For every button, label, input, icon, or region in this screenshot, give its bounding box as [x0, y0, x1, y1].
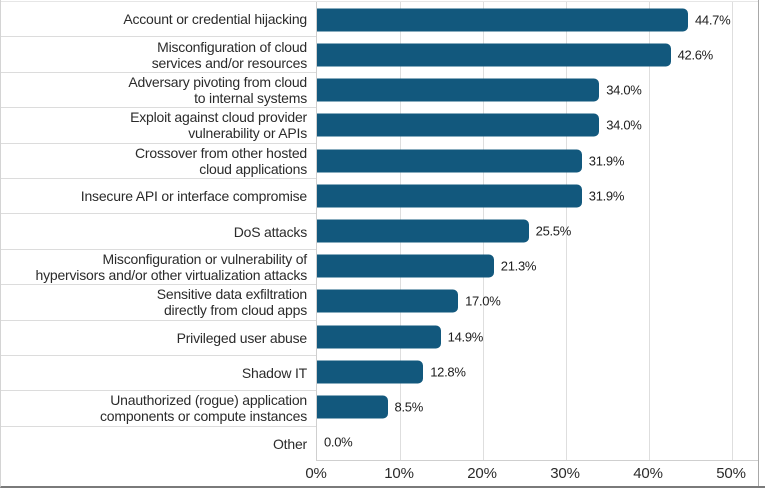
value-label: 34.0%	[606, 117, 642, 133]
plot-area: 44.7% 42.6% 34.0% 34.0% 31.9% 31.9% 25.5% 21.3%…	[316, 2, 758, 461]
value-label: 25.5%	[535, 223, 572, 239]
bar	[317, 360, 424, 384]
bar-row: 12.8%	[317, 354, 758, 389]
gridline	[566, 2, 567, 460]
category-label: Exploit against cloud provider vulnerabi…	[1, 108, 316, 144]
bar-row: 21.3%	[317, 249, 758, 284]
category-label: Crossover from other hosted cloud applic…	[1, 144, 316, 179]
category-label: Other	[272, 435, 307, 452]
chart-body: Account or credential hijacking Misconfig…	[1, 1, 758, 461]
bar-row: 8.5%	[317, 390, 758, 425]
value-label: 14.9%	[447, 329, 484, 345]
bar-row: 42.6%	[317, 37, 758, 72]
category-label: Privileged user abuse	[1, 321, 316, 356]
x-tick-label: 40%	[633, 465, 663, 482]
bar-row: 14.9%	[317, 319, 758, 354]
gridline	[732, 2, 733, 460]
bar-row: 44.7%	[317, 2, 758, 37]
gridline	[649, 2, 650, 460]
bar	[317, 43, 671, 67]
category-label: Account or credential hijacking	[1, 2, 316, 38]
bar	[317, 325, 441, 349]
x-tick-label: 0%	[305, 465, 327, 482]
bar	[317, 219, 529, 243]
value-label: 44.7%	[695, 12, 731, 28]
category-label: Unauthorized (rogue) application compone…	[1, 391, 316, 427]
value-label: 34.0%	[606, 82, 642, 98]
category-label: Misconfiguration of cloud services and/o…	[1, 37, 316, 73]
category-label: Insecure API or interface compromise	[1, 179, 316, 215]
bar-row: 17.0%	[317, 284, 758, 319]
x-tick-label: 10%	[384, 465, 414, 482]
category-label: DoS attacks	[1, 214, 316, 250]
bar	[317, 184, 582, 208]
category-axis: Account or credential hijacking Misconfig…	[1, 2, 316, 461]
bar	[317, 149, 582, 173]
value-label: 31.9%	[588, 188, 625, 204]
bar-row: 31.9%	[317, 178, 758, 213]
category-label: Misconfiguration or vulnerability of hyp…	[1, 250, 316, 286]
x-tick-label: 50%	[716, 465, 746, 482]
bar	[317, 395, 388, 419]
x-tick-label: 20%	[467, 465, 497, 482]
value-label: 21.3%	[500, 258, 537, 274]
value-label: 31.9%	[588, 153, 625, 169]
category-label: Adversary pivoting from cloud to interna…	[1, 73, 316, 109]
value-label: 0.0%	[324, 434, 353, 450]
bar-row: 34.0%	[317, 108, 758, 143]
value-label: 8.5%	[394, 399, 424, 415]
bar-rows: 44.7% 42.6% 34.0% 34.0% 31.9% 31.9% 25.5% 21.3%…	[317, 2, 758, 460]
value-label: 12.8%	[430, 364, 466, 380]
bar-row: 25.5%	[317, 213, 758, 248]
bar-row: 31.9%	[317, 143, 758, 178]
value-label: 42.6%	[677, 47, 714, 63]
bar	[317, 78, 600, 102]
category-label: Sensitive data exfiltration directly fro…	[1, 285, 316, 321]
category-label: Shadow IT	[1, 356, 316, 392]
x-axis: 0% 10% 20% 30% 40% 50%	[305, 462, 758, 486]
bar-row: 34.0%	[317, 72, 758, 107]
x-tick-label: 30%	[550, 465, 580, 482]
bar-row: 0.0%	[317, 425, 758, 460]
bar	[317, 113, 600, 137]
bar	[317, 289, 459, 313]
bar	[317, 254, 494, 278]
value-label: 17.0%	[465, 293, 501, 309]
bar	[317, 8, 688, 32]
